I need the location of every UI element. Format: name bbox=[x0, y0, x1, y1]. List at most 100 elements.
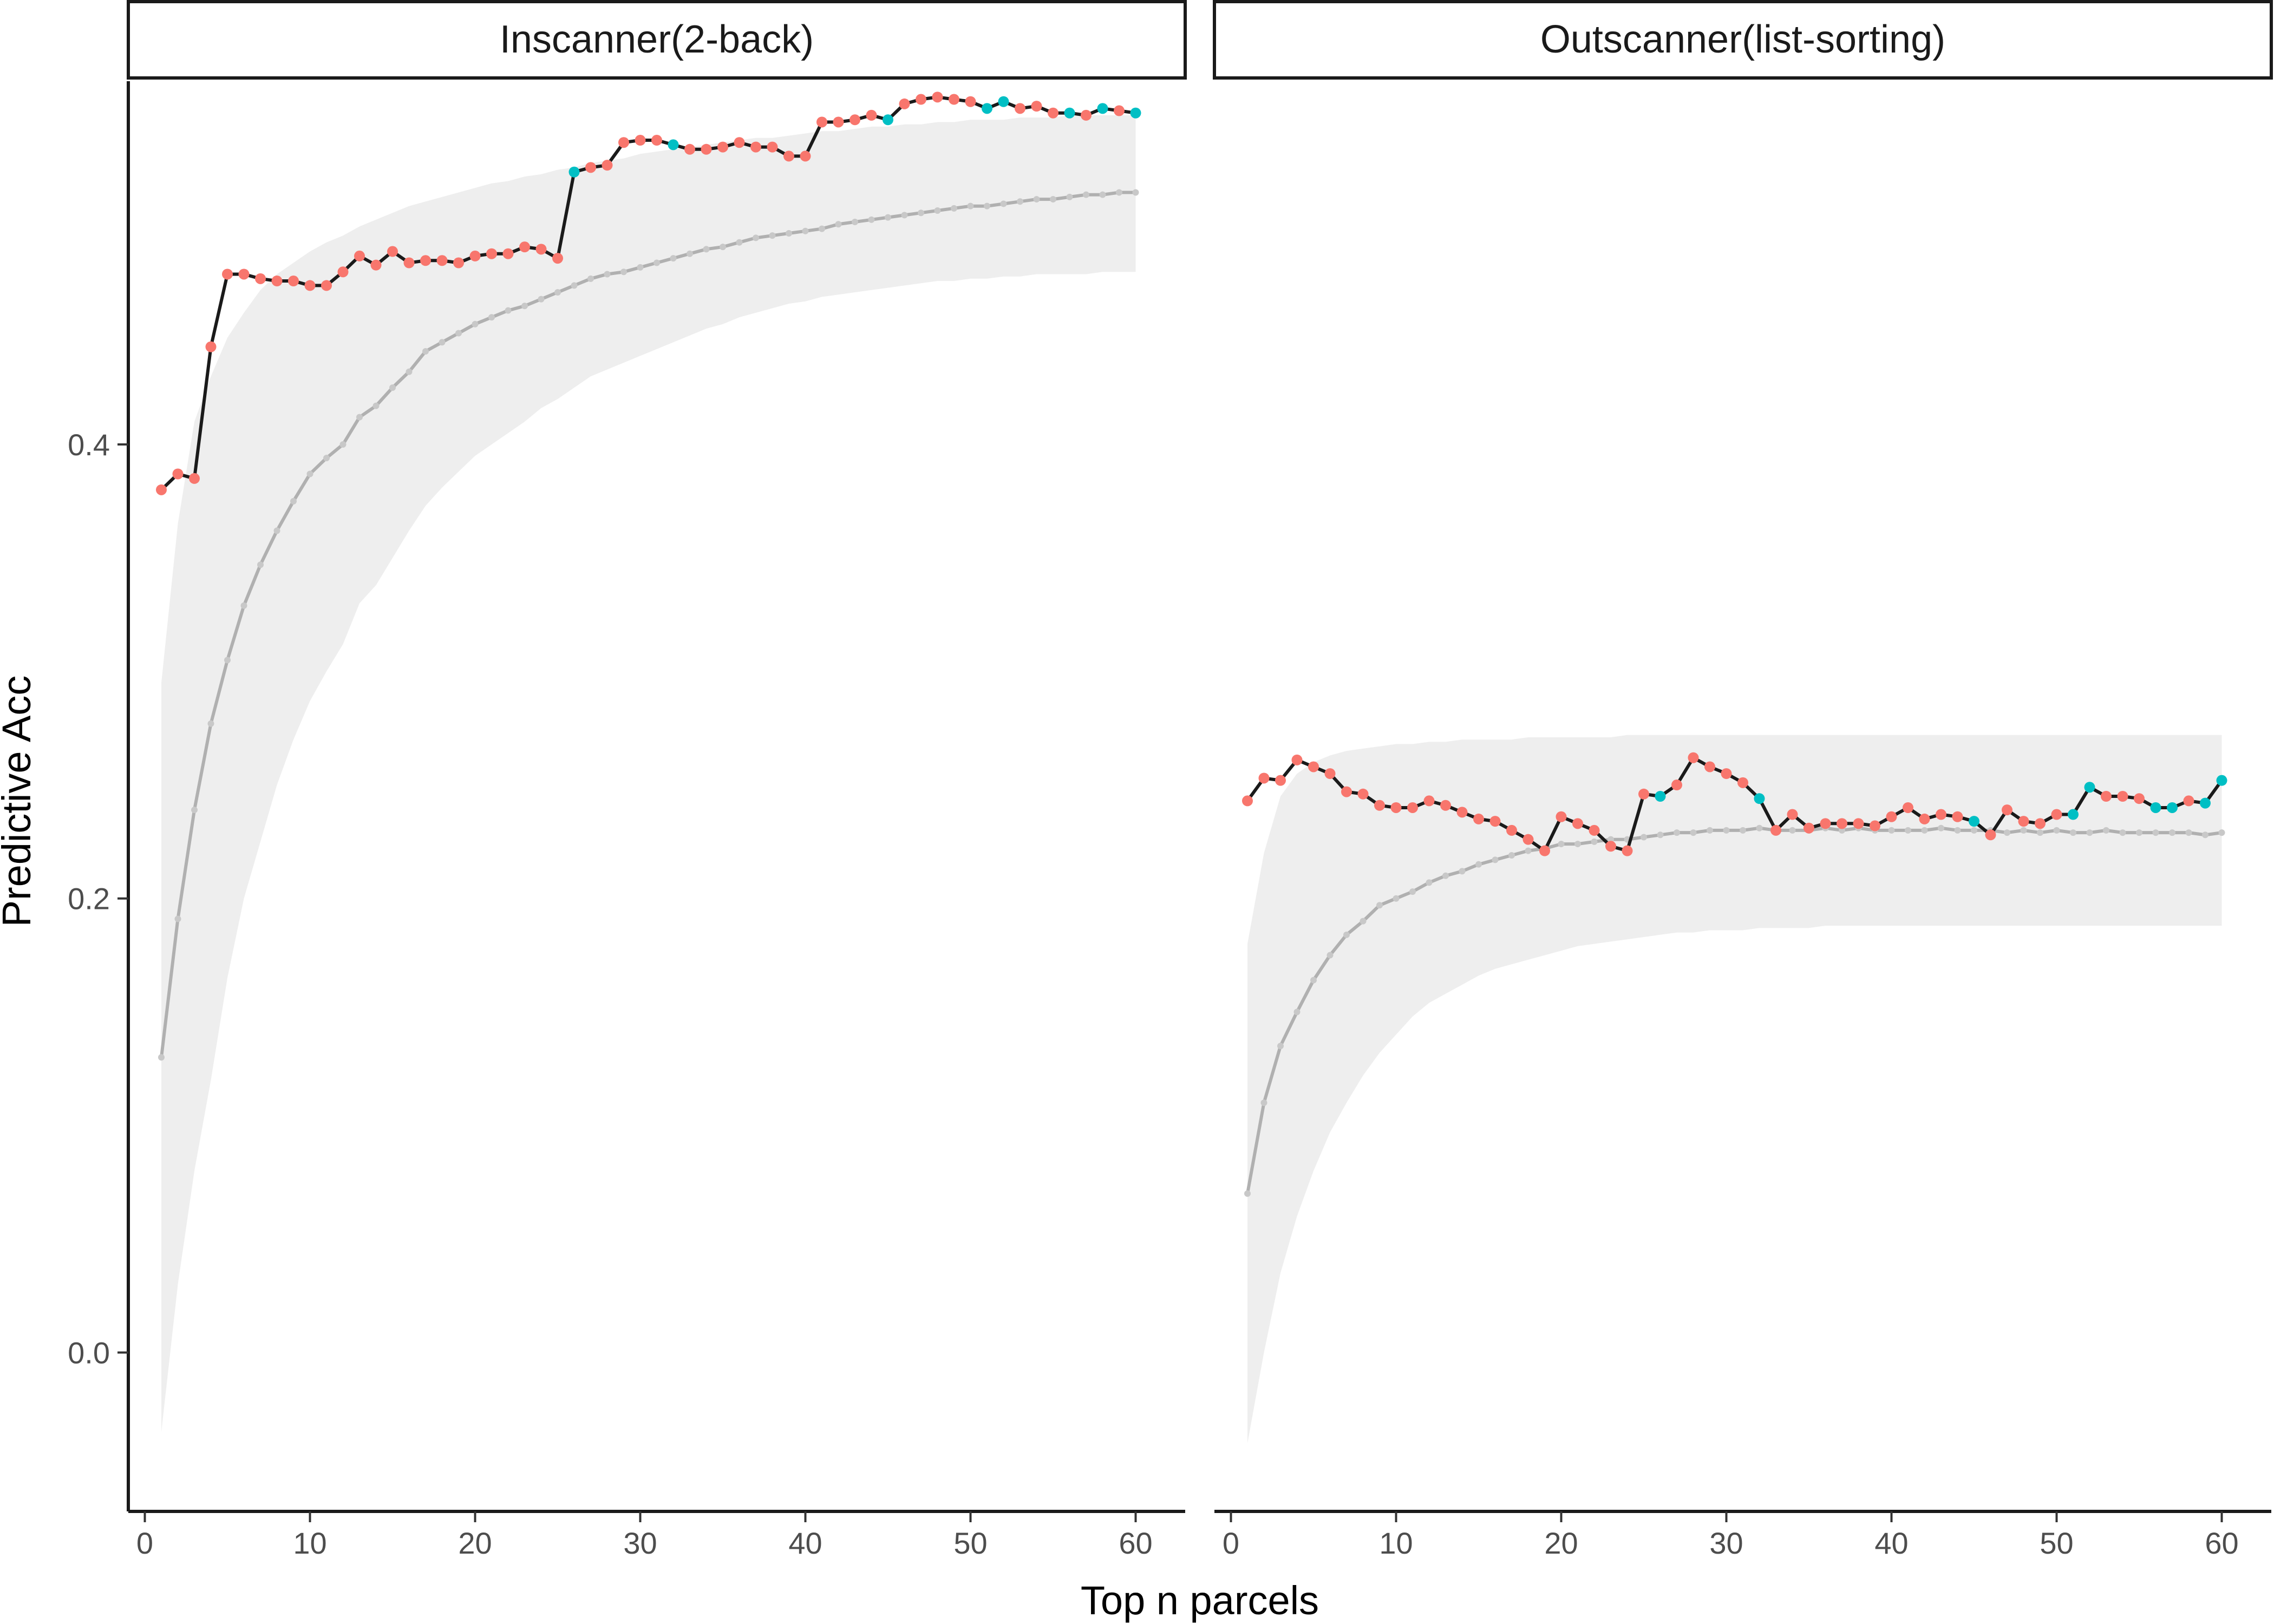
observed-point bbox=[916, 94, 926, 105]
null-mean-point bbox=[1017, 198, 1023, 205]
null-mean-point bbox=[1132, 189, 1139, 196]
null-mean-point bbox=[1277, 1043, 1284, 1050]
observed-point bbox=[1522, 834, 1534, 845]
observed-point bbox=[1803, 822, 1814, 834]
null-mean-point bbox=[174, 915, 181, 922]
observed-point bbox=[2101, 791, 2112, 802]
null-mean-point bbox=[2004, 829, 2010, 836]
null-mean-point bbox=[2070, 829, 2076, 836]
observed-point bbox=[1655, 791, 1666, 802]
null-mean-point bbox=[1116, 189, 1122, 196]
panel-inscanner: Inscanner(2-back) 0 10 20 30 40 50 60 0.0 0.2 0.4 bbox=[68, 0, 1187, 1560]
observed-point bbox=[1489, 816, 1501, 827]
observed-point bbox=[502, 248, 514, 259]
null-band bbox=[1247, 735, 2222, 1444]
observed-point bbox=[684, 143, 695, 155]
x-tick-label: 30 bbox=[623, 1526, 657, 1560]
null-mean-point bbox=[1050, 196, 1056, 203]
null-mean-point bbox=[356, 414, 363, 421]
observed-point bbox=[271, 276, 283, 287]
null-mean-point bbox=[802, 227, 809, 234]
observed-point bbox=[2002, 804, 2012, 816]
null-mean-point bbox=[720, 244, 726, 251]
panel-title: Inscanner(2-back) bbox=[500, 18, 814, 61]
observed-point bbox=[2018, 816, 2029, 827]
null-mean-point bbox=[373, 402, 380, 409]
null-mean-point bbox=[455, 330, 462, 337]
observed-point bbox=[337, 266, 349, 278]
null-mean-point bbox=[1525, 847, 1532, 854]
null-mean-point bbox=[1558, 841, 1565, 848]
null-mean-point bbox=[1508, 852, 1515, 859]
null-mean-point bbox=[1442, 872, 1449, 879]
null-mean-point bbox=[819, 225, 825, 232]
null-mean-point bbox=[1674, 829, 1680, 836]
null-mean-point bbox=[1971, 827, 1977, 834]
null-mean-point bbox=[2218, 829, 2225, 836]
observed-point bbox=[2084, 782, 2095, 793]
null-mean-point bbox=[1905, 827, 1911, 834]
observed-point bbox=[2051, 809, 2062, 820]
observed-point bbox=[651, 135, 662, 146]
null-mean-point bbox=[852, 219, 858, 226]
observed-point bbox=[1031, 101, 1042, 112]
null-mean-point bbox=[2202, 831, 2208, 839]
observed-point bbox=[1622, 845, 1633, 856]
observed-point bbox=[1081, 109, 1092, 121]
panel-strip bbox=[127, 0, 1187, 80]
null-band bbox=[161, 115, 1136, 1432]
observed-point bbox=[1671, 780, 1682, 791]
x-tick-label: 40 bbox=[788, 1526, 822, 1560]
null-mean-point bbox=[521, 303, 528, 310]
observed-point bbox=[1242, 795, 1253, 807]
x-tick-label: 60 bbox=[1119, 1526, 1152, 1560]
null-mean-point bbox=[1574, 841, 1581, 848]
null-mean-point bbox=[1690, 829, 1697, 836]
null-mean-point bbox=[786, 230, 792, 237]
observed-point bbox=[1589, 824, 1600, 836]
observed-point bbox=[436, 255, 448, 266]
null-mean-point bbox=[339, 441, 347, 448]
null-mean-point bbox=[1608, 836, 1614, 843]
observed-point bbox=[1423, 795, 1435, 807]
null-mean-point bbox=[2103, 827, 2109, 834]
observed-point bbox=[965, 96, 976, 107]
null-mean-point bbox=[934, 207, 941, 214]
null-mean-point bbox=[2086, 829, 2093, 836]
observed-point bbox=[387, 246, 398, 257]
observed-point bbox=[701, 143, 712, 155]
observed-point bbox=[833, 116, 844, 128]
observed-point bbox=[899, 98, 910, 109]
observed-point bbox=[354, 250, 365, 261]
null-mean-point bbox=[1343, 931, 1350, 938]
observed-point bbox=[535, 244, 547, 255]
null-mean-point bbox=[835, 221, 842, 228]
observed-point bbox=[1407, 802, 1418, 813]
observed-point bbox=[850, 114, 860, 126]
observed-point bbox=[1341, 786, 1352, 797]
null-mean-point bbox=[1310, 977, 1317, 984]
null-mean-point bbox=[1393, 895, 1400, 902]
observed-point bbox=[255, 273, 266, 284]
null-mean-point bbox=[1707, 827, 1713, 834]
null-mean-point bbox=[488, 314, 495, 321]
observed-point bbox=[1130, 107, 1141, 119]
observed-point bbox=[1357, 788, 1369, 800]
observed-point bbox=[2216, 775, 2227, 786]
null-mean-point bbox=[389, 384, 396, 391]
observed-point bbox=[1456, 807, 1468, 818]
null-mean-point bbox=[901, 212, 908, 219]
observed-point bbox=[949, 94, 959, 105]
observed-point bbox=[1919, 813, 1930, 824]
observed-point bbox=[717, 141, 728, 153]
observed-point bbox=[1820, 818, 1831, 829]
observed-point bbox=[734, 137, 745, 148]
observed-point bbox=[2035, 818, 2046, 829]
null-mean-point bbox=[918, 209, 924, 217]
x-tick-label: 50 bbox=[953, 1526, 987, 1560]
observed-point bbox=[1737, 777, 1748, 788]
null-mean-point bbox=[587, 275, 594, 282]
null-mean-point bbox=[191, 807, 198, 814]
observed-point bbox=[469, 250, 481, 261]
null-mean-point bbox=[2185, 829, 2192, 836]
